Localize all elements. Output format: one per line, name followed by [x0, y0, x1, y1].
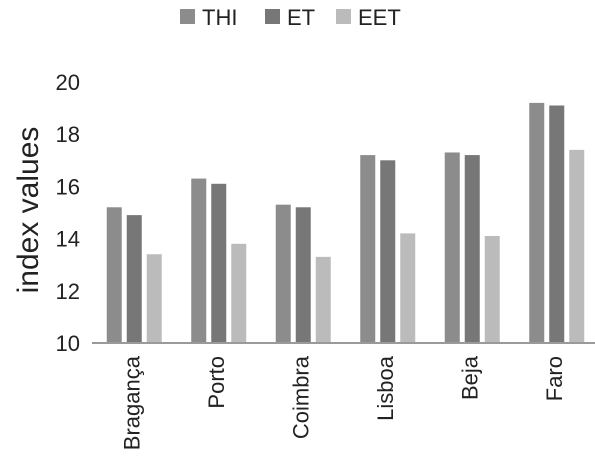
bar-eet: [315, 256, 331, 343]
bar-eet: [484, 235, 500, 343]
bar-thi: [360, 155, 376, 343]
legend-label-et: ET: [287, 5, 315, 30]
y-tick-label: 18: [56, 122, 80, 147]
bar-eet: [400, 233, 416, 343]
bar-et: [295, 207, 311, 343]
x-tick-label: Lisboa: [373, 355, 398, 421]
x-tick-label: Faro: [542, 356, 567, 401]
y-axis-ticks: 10 12 14 16 18 20: [56, 70, 80, 356]
legend-swatch-et: [265, 9, 280, 24]
y-tick-label: 10: [56, 331, 80, 356]
bar-eet: [231, 243, 247, 343]
x-tick-label: Coimbra: [288, 355, 313, 439]
legend-swatch-eet: [336, 9, 351, 24]
x-axis-ticks: Bragança Porto Coimbra Lisboa Beja Faro: [119, 355, 567, 450]
y-tick-label: 16: [56, 174, 80, 199]
y-tick-label: 12: [56, 279, 80, 304]
bars: [106, 102, 585, 344]
y-axis-label: index values: [12, 127, 45, 294]
legend: THI ET EET: [180, 5, 401, 30]
bar-thi: [191, 178, 207, 343]
bar-et: [549, 105, 565, 344]
bar-thi: [529, 102, 545, 343]
bar-eet: [146, 254, 162, 343]
bar-thi: [275, 204, 291, 343]
bar-et: [464, 155, 480, 343]
bar-thi: [444, 152, 460, 343]
legend-label-eet: EET: [358, 5, 401, 30]
y-tick-label: 14: [56, 227, 80, 252]
bar-thi: [106, 207, 122, 343]
legend-swatch-thi: [180, 9, 195, 24]
legend-label-thi: THI: [202, 5, 237, 30]
y-tick-label: 20: [56, 70, 80, 95]
bar-eet: [569, 149, 585, 343]
bar-et: [380, 160, 396, 343]
x-tick-label: Beja: [457, 355, 482, 400]
x-tick-label: Bragança: [119, 355, 144, 450]
x-tick-label: Porto: [204, 356, 229, 409]
bar-et: [211, 183, 227, 343]
bar-et: [126, 215, 142, 343]
